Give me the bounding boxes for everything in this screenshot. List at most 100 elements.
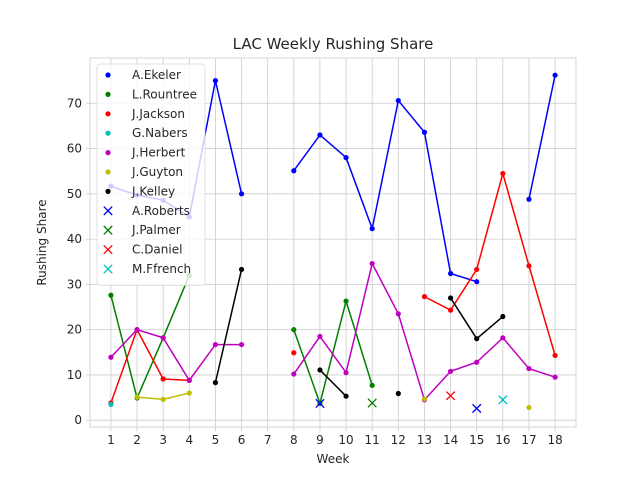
legend-marker xyxy=(103,225,113,235)
legend-marker xyxy=(105,150,111,156)
data-point xyxy=(498,395,508,405)
y-tick-label: 20 xyxy=(67,323,82,337)
data-point xyxy=(238,191,245,197)
legend-marker xyxy=(105,72,111,78)
legend-label: A.Roberts xyxy=(132,204,190,218)
data-point xyxy=(445,391,456,401)
legend-label: J.Guyton xyxy=(131,165,183,179)
data-point xyxy=(421,294,428,300)
legend-label: J.Palmer xyxy=(131,223,181,237)
legend-marker xyxy=(105,111,111,117)
legend-marker xyxy=(103,264,113,274)
data-point xyxy=(447,295,454,301)
series-j-guyton xyxy=(134,390,532,411)
series-line xyxy=(110,327,190,404)
data-point xyxy=(421,396,428,402)
series-line xyxy=(214,269,243,383)
data-point xyxy=(291,371,297,377)
data-point xyxy=(526,404,532,411)
data-point xyxy=(291,350,297,356)
data-point xyxy=(369,382,375,388)
legend-marker xyxy=(105,169,111,175)
y-tick-label: 10 xyxy=(67,368,82,382)
series-line xyxy=(424,170,556,356)
legend: A.Ekeler L.Rountree J.Jackson G.Nabers J.Her… xyxy=(96,63,206,286)
legend-box xyxy=(96,63,206,286)
legend-item-j-kelley: J.Kelley xyxy=(105,184,175,198)
legend-label: L.Rountree xyxy=(132,87,197,101)
y-tick-label: 60 xyxy=(67,142,82,156)
data-point xyxy=(395,311,401,317)
legend-item-l-rountree: L.Rountree xyxy=(105,87,197,101)
x-tick-label: 4 xyxy=(185,433,193,447)
data-point xyxy=(526,263,532,269)
legend-label: G.Nabers xyxy=(132,126,188,140)
x-tick-label: 13 xyxy=(417,433,432,447)
legend-label: C.Daniel xyxy=(132,243,182,257)
plot-frame xyxy=(89,57,577,428)
legend-label: J.Jackson xyxy=(131,107,185,121)
series-m-ffrench xyxy=(498,395,508,405)
data-point xyxy=(317,333,323,340)
data-point xyxy=(447,270,454,277)
x-axis-ticks: 1 2 3 4 5 6 7 8 9 10 11 12 13 14 15 16 17 18 xyxy=(107,427,563,447)
series-layer xyxy=(108,72,558,414)
series-line xyxy=(293,298,373,407)
series-j-palmer xyxy=(367,398,377,408)
y-tick-label: 30 xyxy=(67,277,82,291)
series-line xyxy=(528,75,556,200)
x-tick-label: 15 xyxy=(469,433,484,447)
data-point xyxy=(134,394,140,400)
series-g-nabers xyxy=(108,401,114,407)
legend-label: A.Ekeler xyxy=(132,68,181,82)
x-tick-label: 3 xyxy=(159,433,167,447)
data-point xyxy=(500,313,506,320)
series-a-roberts xyxy=(315,398,482,414)
y-tick-label: 40 xyxy=(67,232,82,246)
data-point xyxy=(500,335,506,341)
data-point xyxy=(395,97,401,104)
legend-item-g-nabers: G.Nabers xyxy=(105,126,188,140)
x-axis-label: Week xyxy=(317,452,350,466)
series-line xyxy=(110,275,190,401)
data-point xyxy=(421,129,428,135)
data-point xyxy=(447,368,454,374)
series-line xyxy=(110,328,242,382)
data-point xyxy=(315,398,325,409)
data-point xyxy=(526,196,532,202)
data-point xyxy=(238,341,245,348)
data-point xyxy=(552,72,558,78)
x-tick-label: 14 xyxy=(443,433,458,447)
data-point xyxy=(212,380,219,386)
data-point xyxy=(526,365,532,372)
data-point xyxy=(212,78,219,84)
y-tick-label: 50 xyxy=(67,187,82,201)
x-tick-label: 9 xyxy=(316,433,324,447)
data-point xyxy=(500,170,506,177)
data-point xyxy=(474,266,480,273)
data-point xyxy=(395,390,401,397)
data-point xyxy=(238,266,245,273)
x-tick-label: 17 xyxy=(521,433,536,447)
x-tick-label: 2 xyxy=(133,433,141,447)
data-point xyxy=(472,403,482,414)
legend-item-c-daniel: C.Daniel xyxy=(103,243,182,257)
legend-label: J.Herbert xyxy=(131,146,186,160)
data-point xyxy=(186,377,192,383)
data-point xyxy=(291,168,297,174)
data-point xyxy=(343,370,349,376)
data-point xyxy=(447,307,454,313)
y-axis-label: Rushing Share xyxy=(35,199,49,285)
legend-item-j-herbert: J.Herbert xyxy=(105,146,186,160)
data-point xyxy=(552,374,558,380)
x-tick-label: 7 xyxy=(264,433,272,447)
data-point xyxy=(369,226,375,232)
data-point xyxy=(134,327,140,333)
legend-label: M.Ffrench xyxy=(132,262,191,276)
data-point xyxy=(291,327,297,333)
legend-label: J.Kelley xyxy=(131,184,175,198)
data-point xyxy=(367,398,377,408)
data-point xyxy=(186,390,192,396)
series-c-daniel xyxy=(445,391,456,401)
